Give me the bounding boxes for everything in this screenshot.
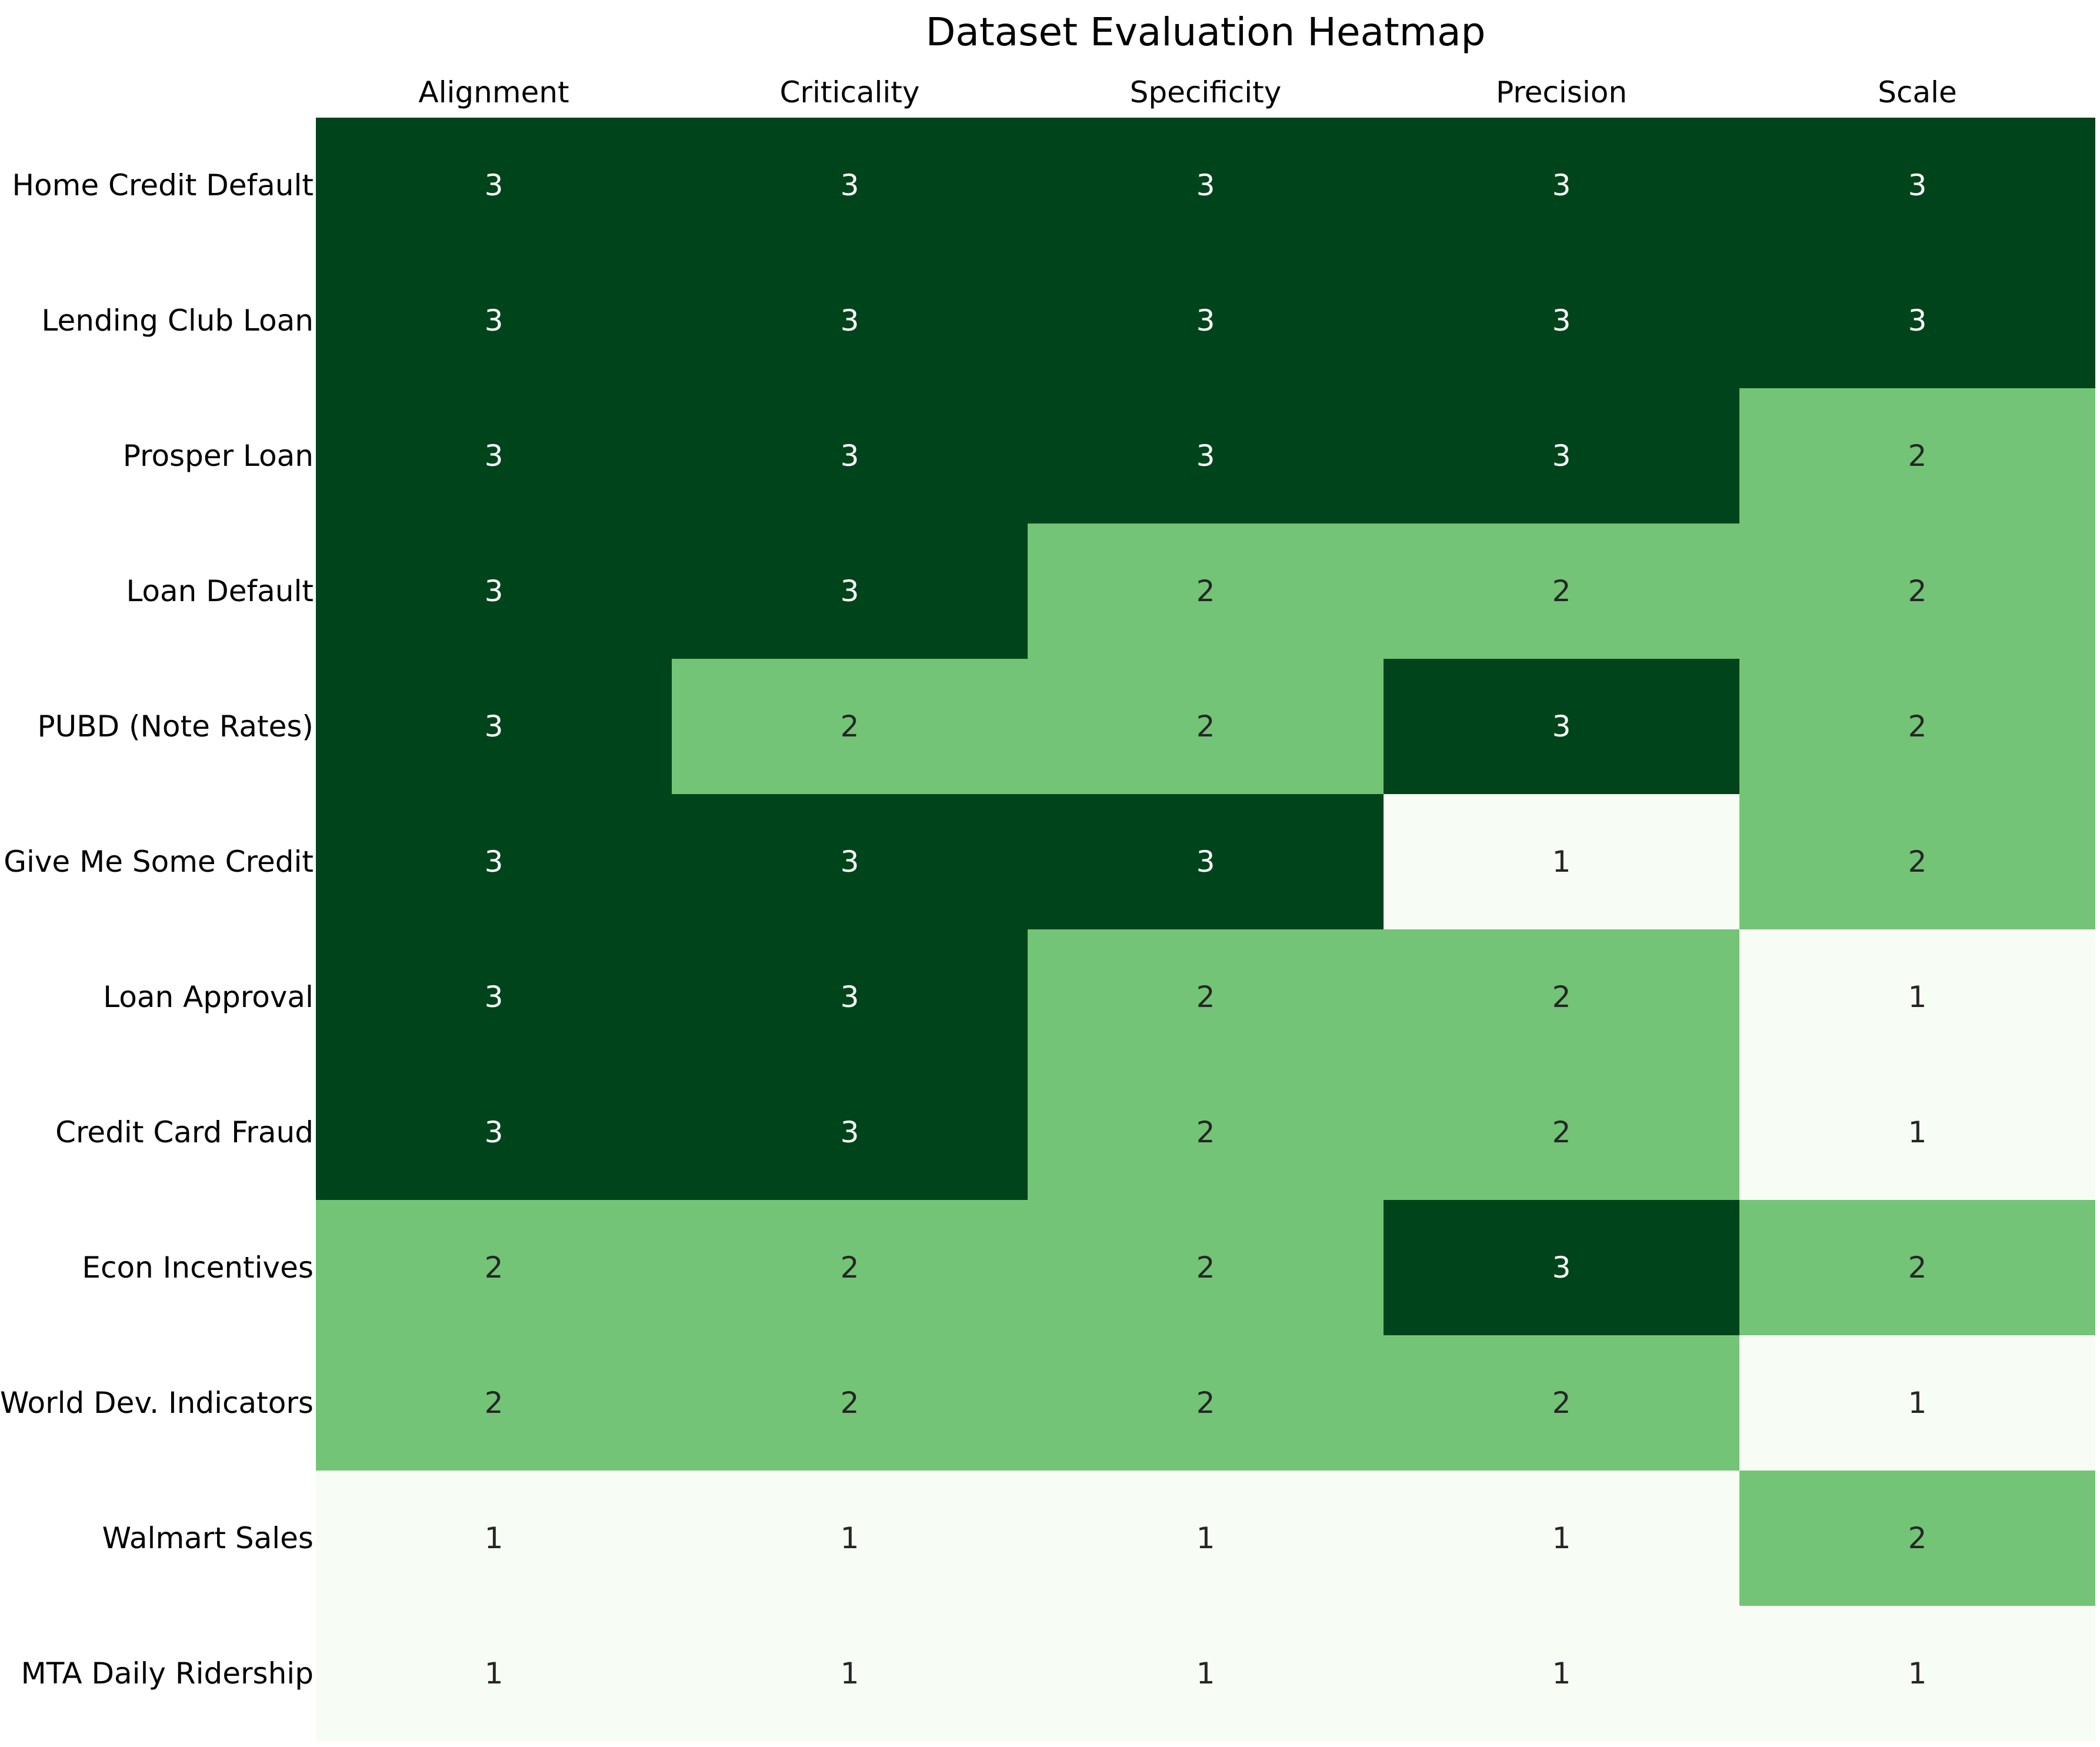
heatmap-cell: 2 [1739,524,2095,659]
chart-title: Dataset Evaluation Heatmap [925,9,1486,55]
heatmap-cell: 3 [1384,1200,1739,1335]
heatmap-cell: 3 [1384,659,1739,794]
heatmap-cell: 3 [672,929,1028,1065]
heatmap-cell: 3 [672,1065,1028,1200]
heatmap-cell: 3 [1384,253,1739,388]
column-header: Specificity [1129,75,1282,109]
row-label: Home Credit Default [12,168,314,202]
row-label: Give Me Some Credit [4,845,314,879]
heatmap-cell: 3 [1028,794,1384,929]
heatmap-cell: 1 [1739,1065,2095,1200]
heatmap-cell: 2 [1384,1335,1739,1471]
heatmap-cell: 2 [1028,929,1384,1065]
heatmap-cell: 3 [1384,388,1739,524]
heatmap-cell: 1 [1028,1471,1384,1606]
heatmap-cell: 1 [672,1471,1028,1606]
heatmap-cell: 3 [1028,118,1384,253]
heatmap-cell: 3 [1739,118,2095,253]
heatmap-cell: 3 [316,524,672,659]
row-label: Prosper Loan [122,439,314,473]
heatmap-cell: 2 [316,1335,672,1471]
heatmap-cell: 2 [1739,794,2095,929]
heatmap-cell: 3 [672,253,1028,388]
heatmap-cell: 3 [316,253,672,388]
heatmap-cell: 2 [1028,1335,1384,1471]
heatmap-cell: 2 [1028,1200,1384,1335]
heatmap-cell: 3 [316,794,672,929]
heatmap-cell: 1 [1739,929,2095,1065]
heatmap-cell: 1 [316,1471,672,1606]
heatmap-cell: 2 [1028,524,1384,659]
heatmap-cell: 2 [672,1200,1028,1335]
heatmap-cell: 3 [316,929,672,1065]
column-header: Alignment [418,75,569,109]
heatmap-cell: 2 [316,1200,672,1335]
heatmap-cell: 3 [316,1065,672,1200]
heatmap-cell: 2 [1384,1065,1739,1200]
heatmap-cell: 1 [1739,1335,2095,1471]
heatmap-cell: 3 [316,659,672,794]
row-labels: Home Credit Default Lending Club Loan Pros… [0,118,314,1741]
heatmap-cell: 3 [672,118,1028,253]
row-label: Loan Approval [103,980,314,1014]
heatmap-cell: 2 [672,1335,1028,1471]
heatmap-cell: 2 [1739,1471,2095,1606]
heatmap-cell: 3 [316,388,672,524]
heatmap-cell: 3 [672,524,1028,659]
row-label: PUBD (Note Rates) [37,709,314,744]
heatmap-cell: 3 [316,118,672,253]
row-label: World Dev. Indicators [0,1386,314,1420]
heatmap-cell: 1 [1028,1606,1384,1741]
heatmap-cell: 1 [316,1606,672,1741]
heatmap-cell: 2 [1028,659,1384,794]
row-label: MTA Daily Ridership [21,1656,314,1691]
column-header: Precision [1495,75,1628,109]
column-header: Scale [1878,75,1957,109]
heatmap-cell: 3 [1384,118,1739,253]
heatmap-cell: 2 [1739,388,2095,524]
heatmap-cell: 3 [1739,253,2095,388]
row-label: Walmart Sales [102,1521,314,1555]
heatmap-cell: 1 [1384,1606,1739,1741]
heatmap-cell: 3 [1028,253,1384,388]
heatmap-cell: 3 [672,794,1028,929]
row-label: Econ Incentives [82,1251,314,1285]
row-label: Loan Default [126,574,314,608]
column-header: Criticality [779,75,920,109]
row-label: Lending Club Loan [41,304,314,338]
heatmap-cell: 2 [672,659,1028,794]
column-headers: Alignment Criticality Specificity Precision… [316,72,2095,113]
heatmap-cell: 2 [1028,1065,1384,1200]
heatmap-cell: 2 [1739,659,2095,794]
heatmap-cell: 2 [1384,929,1739,1065]
row-label: Credit Card Fraud [55,1115,314,1149]
heatmap-cell: 1 [672,1606,1028,1741]
heatmap-cell: 3 [1028,388,1384,524]
heatmap-cell: 1 [1384,794,1739,929]
heatmap-cell: 2 [1739,1200,2095,1335]
heatmap-cell: 1 [1739,1606,2095,1741]
heatmap-cell: 2 [1384,524,1739,659]
heatmap-cell: 3 [672,388,1028,524]
heatmap-cell: 1 [1384,1471,1739,1606]
